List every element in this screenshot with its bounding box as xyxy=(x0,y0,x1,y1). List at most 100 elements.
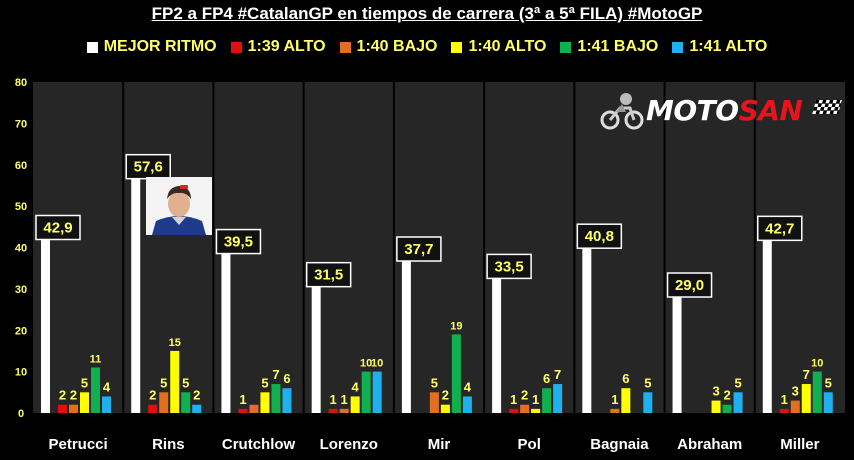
category-label: Crutchlow xyxy=(222,436,296,453)
data-label: 2 xyxy=(521,388,528,403)
data-label: 2 xyxy=(59,388,66,403)
bar xyxy=(260,392,270,413)
bar xyxy=(91,367,100,413)
bar xyxy=(58,404,67,413)
bar xyxy=(582,244,592,413)
bar xyxy=(429,392,439,413)
bar xyxy=(339,408,349,413)
legend-label: 1:41 ALTO xyxy=(689,38,768,55)
bar xyxy=(192,404,202,413)
data-label: 5 xyxy=(81,375,88,390)
data-label: 1 xyxy=(781,392,788,407)
bar xyxy=(451,334,461,413)
bar xyxy=(238,408,248,413)
data-label: 15 xyxy=(169,337,181,349)
legend-item: 1:40 BAJO xyxy=(339,38,438,56)
y-tick-label: 50 xyxy=(15,201,27,213)
legend-swatch xyxy=(451,41,463,53)
bar xyxy=(643,392,653,413)
data-label: 5 xyxy=(160,375,167,390)
bar xyxy=(361,371,371,413)
data-label: 6 xyxy=(622,371,629,386)
bar xyxy=(249,404,259,413)
y-tick-label: 80 xyxy=(15,77,27,89)
data-label-box xyxy=(35,214,81,241)
bar xyxy=(823,392,833,413)
data-label: 2 xyxy=(70,388,77,403)
data-label: 5 xyxy=(734,375,741,390)
bar xyxy=(170,350,180,413)
bar xyxy=(711,400,721,413)
data-label-box xyxy=(305,261,352,288)
bar xyxy=(762,236,772,413)
data-label: 2 xyxy=(149,388,156,403)
bar xyxy=(69,404,78,413)
bar xyxy=(610,408,620,413)
data-label: 10 xyxy=(811,358,823,370)
bar xyxy=(401,257,411,413)
data-label: 5 xyxy=(431,375,438,390)
legend-swatch xyxy=(86,41,98,53)
bar xyxy=(102,396,111,413)
data-label: 4 xyxy=(352,379,360,394)
data-label: 5 xyxy=(825,375,832,390)
legend-item: 1:41 ALTO xyxy=(672,38,767,56)
data-label: 7 xyxy=(554,367,561,382)
category-label: Petrucci xyxy=(49,436,108,453)
category-label: Mir xyxy=(428,436,451,453)
bar xyxy=(80,392,89,413)
bar xyxy=(801,384,811,413)
data-label: 40,8 xyxy=(585,228,614,245)
bar xyxy=(790,400,800,413)
bar xyxy=(553,384,563,413)
data-label: 10 xyxy=(360,358,372,370)
category-label: Abraham xyxy=(677,436,742,453)
data-label: 19 xyxy=(450,320,462,332)
bar xyxy=(733,392,743,413)
data-label-box xyxy=(576,223,623,249)
legend-item: MEJOR RITMO xyxy=(86,38,217,56)
category-label: Lorenzo xyxy=(320,436,378,453)
category-label: Pol xyxy=(518,436,541,453)
chart-legend: MEJOR RITMO 1:39 ALTO 1:40 BAJO 1:40 ALTO 1:… xyxy=(0,38,854,56)
data-label: 42,9 xyxy=(43,220,72,237)
chart-title: FP2 a FP4 #CatalanGP en tiempos de carre… xyxy=(151,4,703,23)
bar xyxy=(440,404,450,413)
bar xyxy=(131,174,141,413)
data-label-box xyxy=(757,215,803,242)
legend-item: 1:40 ALTO xyxy=(451,38,546,56)
y-tick-label: 0 xyxy=(18,408,24,420)
bar xyxy=(462,396,472,413)
data-label: 31,5 xyxy=(314,267,343,284)
data-label: 4 xyxy=(103,379,111,394)
bar xyxy=(722,404,732,413)
data-label: 1 xyxy=(330,392,337,407)
data-label: 1 xyxy=(510,392,517,407)
data-label: 3 xyxy=(792,384,799,399)
data-label-box xyxy=(486,253,532,280)
data-label: 5 xyxy=(261,375,268,390)
legend-item: 1:39 ALTO xyxy=(230,38,326,56)
data-label: 3 xyxy=(712,384,719,399)
bar xyxy=(531,408,541,413)
data-label: 33,5 xyxy=(495,258,524,275)
data-label-box xyxy=(396,236,442,262)
category-label: Rins xyxy=(152,436,185,453)
bar xyxy=(148,404,158,413)
legend-item: 1:41 BAJO xyxy=(560,38,658,56)
rider-photo xyxy=(146,177,212,235)
data-label-box xyxy=(215,228,262,255)
bar xyxy=(672,293,682,413)
data-label: 6 xyxy=(543,371,550,386)
data-label: 7 xyxy=(272,367,279,382)
y-tick-label: 60 xyxy=(15,160,27,172)
bar xyxy=(520,404,530,413)
bar xyxy=(328,408,338,413)
legend-label: 1:40 BAJO xyxy=(356,38,438,55)
data-label: 5 xyxy=(182,375,189,390)
bar xyxy=(41,235,50,413)
data-label: 7 xyxy=(803,367,810,382)
legend-label: MEJOR RITMO xyxy=(103,38,217,55)
legend-label: 1:41 BAJO xyxy=(577,38,659,55)
